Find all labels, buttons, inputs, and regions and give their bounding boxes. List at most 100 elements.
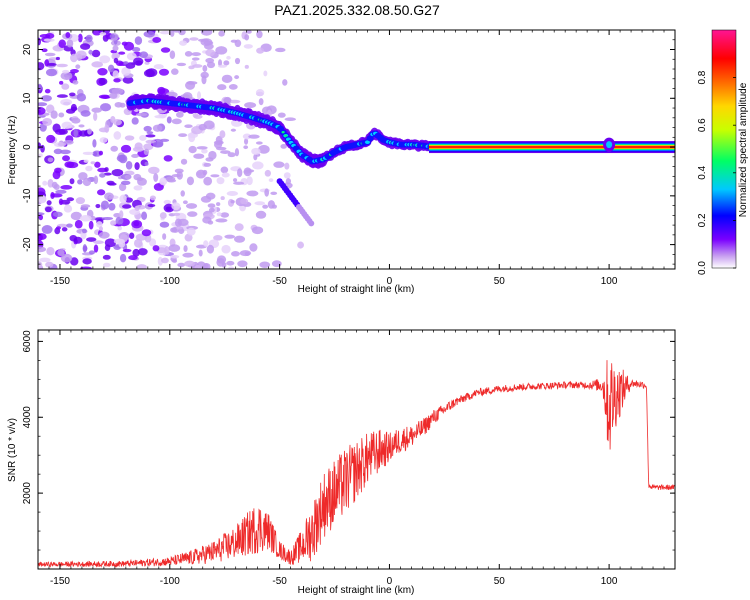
bottom-xtick-label: -50 xyxy=(272,576,287,587)
noise-blob xyxy=(47,157,54,163)
noise-blob xyxy=(38,62,45,71)
noise-blob xyxy=(104,192,114,201)
noise-blob xyxy=(264,188,270,197)
noise-blob xyxy=(220,150,231,154)
noise-blob xyxy=(70,211,82,221)
noise-blob xyxy=(228,84,238,90)
noise-blob xyxy=(231,251,240,257)
bottom-xtick-label: -150 xyxy=(50,576,70,587)
noise-blob xyxy=(198,123,207,131)
noise-blob xyxy=(93,240,104,245)
noise-blob xyxy=(82,244,88,253)
noise-blob xyxy=(74,219,83,229)
noise-blob xyxy=(38,214,44,221)
noise-blob xyxy=(56,63,68,68)
noise-blob xyxy=(215,218,228,223)
noise-blob xyxy=(53,148,63,155)
noise-blob xyxy=(38,153,43,158)
noise-blob xyxy=(80,204,91,208)
noise-blob xyxy=(69,234,78,242)
noise-blob xyxy=(139,135,147,141)
noise-blob xyxy=(91,49,101,58)
noise-blob xyxy=(57,249,65,256)
noise-blob xyxy=(70,106,78,112)
noise-blob xyxy=(100,200,109,210)
noise-blob xyxy=(113,57,119,64)
noise-blob xyxy=(110,220,117,226)
noise-blob xyxy=(220,196,225,201)
noise-blob xyxy=(147,203,156,208)
noise-blob xyxy=(38,212,45,216)
noise-blob xyxy=(134,162,140,170)
top-xtick-label: -150 xyxy=(50,276,70,287)
noise-blob xyxy=(259,261,271,268)
noise-blob xyxy=(97,68,108,76)
noise-blob xyxy=(159,177,168,186)
noise-blob xyxy=(99,55,111,64)
noise-blob xyxy=(195,169,207,179)
x-ticks-bottom: -150 -100 -50 0 50 100 xyxy=(48,330,676,587)
noise-blob xyxy=(143,148,150,156)
noise-blob xyxy=(126,52,137,61)
y-ticks-bottom: 2000 4000 6000 xyxy=(22,330,675,570)
noise-blob xyxy=(117,226,123,231)
noise-blob xyxy=(263,70,268,77)
noise-blob xyxy=(234,148,240,157)
noise-blob xyxy=(220,166,229,174)
y-axis-label-top: Frequency (Hz) xyxy=(7,116,18,185)
noise-blob xyxy=(213,235,223,241)
noise-blob xyxy=(111,169,124,177)
noise-blob xyxy=(152,37,162,43)
noise-blob xyxy=(284,162,290,170)
noise-blob xyxy=(58,112,65,118)
noise-blob xyxy=(66,223,73,228)
noise-blob xyxy=(163,199,171,205)
noise-blob xyxy=(220,212,230,218)
bottom-xtick-label: 100 xyxy=(601,576,618,587)
noise-blob xyxy=(41,48,48,53)
noise-blob xyxy=(46,246,55,256)
noise-blob xyxy=(96,221,103,228)
noise-blob xyxy=(223,96,232,105)
noise-blob xyxy=(59,80,64,85)
noise-blob xyxy=(58,198,64,206)
noise-blob xyxy=(228,266,235,269)
noise-blob xyxy=(213,141,223,149)
noise-blob xyxy=(70,53,78,63)
top-xtick-label: 100 xyxy=(601,276,618,287)
noise-blob xyxy=(217,64,227,68)
noise-blob xyxy=(244,138,249,145)
noise-blob xyxy=(113,78,121,83)
noise-blob xyxy=(63,139,74,145)
noise-blob xyxy=(60,253,73,263)
noise-blob xyxy=(57,142,67,147)
noise-blob xyxy=(206,244,215,254)
noise-blob xyxy=(264,169,271,177)
noise-blob xyxy=(163,155,173,162)
noise-blob xyxy=(139,51,149,59)
noise-blob xyxy=(172,212,181,216)
noise-blob xyxy=(145,134,156,138)
noise-blob xyxy=(88,220,94,230)
noise-blob xyxy=(128,255,138,261)
noise-blob xyxy=(227,152,236,158)
noise-blob xyxy=(92,139,97,148)
noise-blob xyxy=(108,202,116,211)
noise-blob xyxy=(216,258,225,267)
noise-blob xyxy=(136,264,148,269)
noise-blob xyxy=(234,75,240,80)
noise-blob xyxy=(98,231,110,239)
noise-blob xyxy=(148,166,160,175)
noise-blob xyxy=(98,77,108,86)
noise-blob xyxy=(66,39,74,48)
colorbar-ticks: 0.0 0.2 0.4 0.6 0.8 xyxy=(697,70,736,275)
noise-blob xyxy=(228,99,241,104)
noise-blob xyxy=(52,211,63,218)
noise-blob xyxy=(152,124,163,132)
noise-blob xyxy=(230,200,235,204)
noise-blob xyxy=(38,106,46,115)
noise-blob xyxy=(61,227,68,232)
noise-blob xyxy=(70,257,79,266)
noise-blob xyxy=(216,177,225,185)
